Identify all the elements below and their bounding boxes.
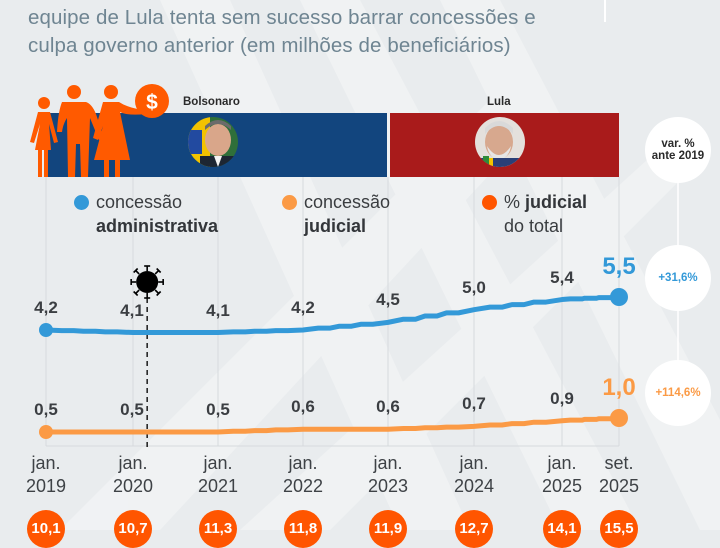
point-judicial-0 bbox=[39, 425, 53, 439]
var-bubble-judicial: +114,6% bbox=[645, 360, 711, 426]
x-tick-year: 2024 bbox=[453, 476, 495, 496]
data-label-administrativa-7: 5,5 bbox=[602, 253, 636, 280]
point-administrativa-7 bbox=[610, 288, 628, 306]
x-tick-label-6: jan. 2025 bbox=[527, 452, 597, 498]
x-tick-label-3: jan. 2022 bbox=[268, 452, 338, 498]
legend-pct-bold: judicial bbox=[525, 192, 588, 212]
x-tick-year: 2022 bbox=[282, 476, 324, 496]
series-line-administrativa bbox=[45, 294, 620, 336]
legend-judicial-line1: concessão bbox=[304, 192, 391, 212]
lula-photo bbox=[475, 117, 525, 167]
var-header-line1: var. % bbox=[661, 138, 695, 150]
data-label-judicial-5: 0,7 bbox=[462, 394, 486, 414]
pct-judicial-bubble-7: 15,5 bbox=[600, 510, 638, 548]
x-tick-year: 2021 bbox=[197, 476, 239, 496]
gridlines bbox=[45, 177, 620, 447]
var-bubble-administrativa: +31,6% bbox=[645, 245, 711, 311]
pct-judicial-bubble-6: 14,1 bbox=[543, 510, 581, 548]
series-line-judicial bbox=[46, 415, 620, 435]
x-tick-year: 2023 bbox=[367, 476, 409, 496]
x-tick-month: jan. bbox=[31, 453, 61, 473]
x-tick-label-7: set. 2025 bbox=[584, 452, 654, 498]
x-tick-month: jan. bbox=[203, 453, 233, 473]
pct-judicial-bubble-0: 10,1 bbox=[27, 510, 65, 548]
x-tick-label-0: jan. 2019 bbox=[11, 452, 81, 498]
x-tick-year: 2025 bbox=[598, 476, 640, 496]
pct-judicial-bubble-3: 11,8 bbox=[284, 510, 322, 548]
legend-pct-judicial: % judicial do total bbox=[482, 190, 588, 238]
legend-dot-judicial bbox=[282, 195, 297, 210]
data-label-administrativa-4: 4,5 bbox=[376, 290, 400, 310]
var-value-judicial: +114,6% bbox=[655, 387, 701, 399]
pct-judicial-bubble-1: 10,7 bbox=[114, 510, 152, 548]
period-label-lula: Lula bbox=[487, 96, 511, 108]
legend-administrativa: concessão administrativa bbox=[74, 190, 219, 238]
bolsonaro-photo bbox=[188, 117, 238, 167]
legend-dot-pct-judicial bbox=[482, 195, 497, 210]
series-lines bbox=[39, 288, 628, 439]
header-divider bbox=[604, 0, 606, 22]
legend-pct-prefix: % bbox=[504, 192, 526, 212]
legend-dot-administrativa bbox=[74, 195, 89, 210]
pct-judicial-bubble-2: 11,3 bbox=[199, 510, 237, 548]
data-label-judicial-1: 0,5 bbox=[120, 400, 144, 419]
point-administrativa-0 bbox=[39, 323, 53, 337]
data-label-administrativa-3: 4,2 bbox=[291, 298, 315, 317]
data-label-judicial-0: 0,5 bbox=[34, 400, 58, 419]
legend-administrativa-line2: administrativa bbox=[96, 216, 219, 236]
var-value-administrativa: +31,6% bbox=[658, 272, 698, 284]
period-label-bolsonaro: Bolsonaro bbox=[183, 96, 240, 108]
data-label-judicial-6: 0,9 bbox=[550, 388, 574, 408]
data-label-administrativa-0: 4,2 bbox=[34, 298, 58, 317]
x-tick-year: 2025 bbox=[541, 476, 583, 496]
x-tick-month: jan. bbox=[288, 453, 318, 473]
x-tick-month: jan. bbox=[118, 453, 148, 473]
data-label-judicial-7: 1,0 bbox=[602, 374, 636, 401]
dollar-icon: $ bbox=[146, 91, 158, 114]
data-label-administrativa-2: 4,1 bbox=[206, 300, 230, 320]
data-label-administrativa-5: 5,0 bbox=[462, 277, 486, 297]
pct-judicial-bubble-4: 11,9 bbox=[369, 510, 407, 548]
x-tick-label-5: jan. 2024 bbox=[439, 452, 509, 498]
line-chart: $ bbox=[30, 84, 679, 447]
x-tick-month: set. bbox=[604, 453, 634, 473]
data-label-judicial-2: 0,5 bbox=[206, 400, 230, 419]
legend-judicial-line2: judicial bbox=[304, 216, 367, 236]
family-with-money-icon bbox=[30, 84, 169, 177]
virus-icon bbox=[130, 265, 164, 299]
x-tick-month: jan. bbox=[373, 453, 403, 473]
data-label-administrativa-1: 4,1 bbox=[120, 300, 144, 320]
legend-administrativa-line1: concessão bbox=[96, 192, 183, 212]
x-tick-month: jan. bbox=[459, 453, 489, 473]
subtitle-line-1: equipe de Lula tenta sem sucesso barrar … bbox=[28, 6, 536, 29]
x-tick-label-1: jan. 2020 bbox=[98, 452, 168, 498]
x-tick-year: 2020 bbox=[112, 476, 154, 496]
legend-judicial: concessão judicial bbox=[282, 190, 391, 238]
chart-subtitle: equipe de Lula tenta sem sucesso barrar … bbox=[28, 4, 628, 60]
data-label-judicial-4: 0,6 bbox=[376, 397, 400, 417]
x-tick-label-4: jan. 2023 bbox=[353, 452, 423, 498]
data-label-administrativa-6: 5,4 bbox=[550, 267, 574, 287]
x-tick-year: 2019 bbox=[25, 476, 67, 496]
x-tick-label-2: jan. 2021 bbox=[183, 452, 253, 498]
point-judicial-7 bbox=[610, 409, 628, 427]
data-label-judicial-3: 0,6 bbox=[291, 397, 315, 417]
subtitle-line-2: culpa governo anterior (em milhões de be… bbox=[28, 34, 511, 57]
legend-pct-line2: do total bbox=[504, 216, 564, 236]
var-header-line2: ante 2019 bbox=[651, 150, 705, 162]
x-tick-month: jan. bbox=[547, 453, 577, 473]
var-header-bubble: var. % ante 2019 bbox=[645, 117, 711, 183]
pct-judicial-bubble-5: 12,7 bbox=[455, 510, 493, 548]
